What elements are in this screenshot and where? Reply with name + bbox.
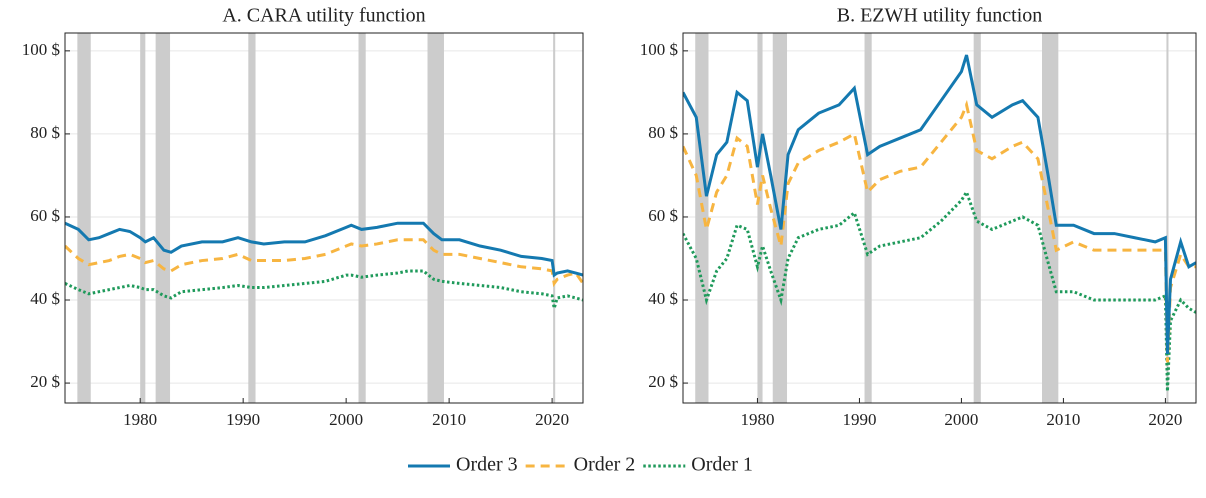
legend-entry: Order 1 <box>643 454 753 476</box>
legend-entry: Order 3 <box>408 454 518 476</box>
recession-band <box>973 33 981 403</box>
legend-label: Order 2 <box>574 454 636 476</box>
x-tick-label: 2020 <box>1148 410 1182 429</box>
y-tick-label: 100 $ <box>640 40 678 59</box>
series-line <box>683 99 1196 363</box>
x-tick-label: 1980 <box>123 410 157 429</box>
legend-label: Order 1 <box>691 454 753 476</box>
y-tick-label: 100 $ <box>22 40 60 59</box>
recession-band <box>553 33 556 403</box>
recession-band <box>1166 33 1169 403</box>
y-tick-label: 20 $ <box>30 372 60 391</box>
y-tick-label: 60 $ <box>648 206 678 225</box>
y-tick-label: 60 $ <box>30 206 60 225</box>
recession-band <box>77 33 91 403</box>
chart-title: A. CARA utility function <box>222 5 425 27</box>
y-tick-label: 20 $ <box>648 372 678 391</box>
series-line <box>65 221 583 278</box>
series-line <box>683 54 1196 355</box>
recession-band <box>695 33 709 403</box>
recession-band <box>155 33 171 403</box>
chart-title: B. EZWH utility function <box>837 5 1043 27</box>
series-line <box>65 238 583 288</box>
x-tick-label: 2010 <box>1046 410 1080 429</box>
y-tick-label: 80 $ <box>30 123 60 142</box>
recession-band <box>140 33 146 403</box>
recession-band <box>427 33 444 403</box>
x-tick-label: 1990 <box>842 410 876 429</box>
legend-label: Order 3 <box>456 454 518 476</box>
x-tick-label: 1990 <box>226 410 260 429</box>
recession-band <box>358 33 366 403</box>
y-tick-label: 80 $ <box>648 123 678 142</box>
x-tick-label: 2010 <box>432 410 466 429</box>
x-tick-label: 2000 <box>329 410 363 429</box>
recession-band <box>757 33 763 403</box>
x-tick-label: 2020 <box>535 410 569 429</box>
x-tick-label: 2000 <box>944 410 978 429</box>
recession-band <box>248 33 256 403</box>
recession-band <box>864 33 872 403</box>
legend-entry: Order 2 <box>525 454 636 476</box>
y-tick-label: 40 $ <box>30 289 60 308</box>
y-tick-label: 40 $ <box>648 289 678 308</box>
plot-frame <box>64 32 584 404</box>
x-tick-label: 1980 <box>740 410 774 429</box>
plot-frame <box>682 32 1197 404</box>
series-line <box>65 269 583 309</box>
